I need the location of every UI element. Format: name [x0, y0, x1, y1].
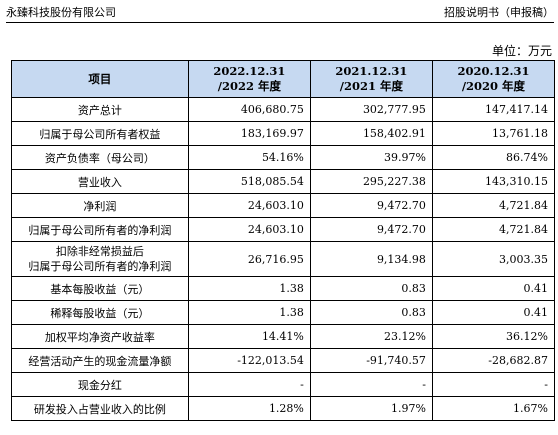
column-header-date: 2021.12.31: [335, 64, 408, 78]
value-cell: 1.28%: [187, 396, 311, 421]
row-label: 基本每股收益（元）: [50, 282, 150, 296]
value-cell: 39.97%: [309, 145, 433, 170]
value-cell: 4,721.84: [431, 217, 556, 242]
company-name: 永臻科技股份有限公司: [6, 6, 116, 19]
table-row: 经营活动产生的现金流量净额 -122,013.54 -91,740.57 -28,68…: [11, 348, 556, 373]
value-cell: 9,472.70: [309, 217, 433, 242]
value-cell: 0.83: [309, 300, 433, 325]
value-cell: 26,716.95: [187, 241, 311, 277]
row-label: 归属于母公司所有者权益: [39, 127, 161, 141]
value-cell: 23.12%: [309, 324, 433, 349]
row-label-cell: 归属于母公司所有者的净利润: [11, 217, 189, 242]
value-cell: -: [431, 372, 556, 397]
value-cell: 24,603.10: [187, 193, 311, 218]
row-label: 营业收入: [77, 175, 122, 189]
value-cell: 24,603.10: [187, 217, 311, 242]
value-cell: 9,472.70: [309, 193, 433, 218]
value-cell: 0.83: [309, 276, 433, 301]
value-cell: 9,134.98: [309, 241, 433, 277]
table-row: 营业收入 518,085.54 295,227.38 143,310.15: [11, 169, 556, 194]
column-header-date: 2020.12.31: [457, 64, 530, 78]
value-cell: 143,310.15: [431, 169, 556, 194]
value-cell: 54.16%: [187, 145, 311, 170]
value-cell: 147,417.14: [431, 97, 556, 122]
row-label-cell: 营业收入: [11, 169, 189, 194]
row-label-cell: 净利润: [11, 193, 189, 218]
row-label: 资产总计: [77, 103, 122, 117]
table-row: 扣除非经常损益后 归属于母公司所有者的净利润 26,716.95 9,134.98 3,…: [11, 241, 556, 277]
column-header-year: /2020 年度: [461, 79, 526, 93]
document-title: 招股说明书（申报稿）: [444, 6, 554, 19]
column-header-text: 项目: [88, 71, 112, 86]
row-label: 扣除非经常损益后: [55, 245, 144, 258]
table-row: 归属于母公司所有者的净利润 24,603.10 9,472.70 4,721.84: [11, 217, 556, 242]
value-cell: -: [309, 372, 433, 397]
table-row: 资产总计 406,680.75 302,777.95 147,417.14: [11, 97, 556, 122]
value-cell: 406,680.75: [187, 97, 311, 122]
row-label-cell: 稀释每股收益（元）: [11, 300, 189, 325]
row-label: 净利润: [83, 199, 117, 213]
value-cell: 1.67%: [431, 396, 556, 421]
table-row: 基本每股收益（元） 1.38 0.83 0.41: [11, 276, 556, 301]
value-cell: -91,740.57: [309, 348, 433, 373]
page-header: 永臻科技股份有限公司 招股说明书（申报稿）: [6, 0, 554, 23]
row-label: 资产负债率（母公司）: [44, 151, 155, 165]
value-cell: 0.41: [431, 276, 556, 301]
row-label-cell: 研发投入占营业收入的比例: [11, 396, 189, 421]
value-cell: 302,777.95: [309, 97, 433, 122]
value-cell: 13,761.18: [431, 121, 556, 146]
row-label: 现金分红: [77, 378, 122, 392]
column-header-year: /2022 年度: [217, 79, 281, 93]
column-header-2020: 2020.12.31 /2020 年度: [431, 60, 556, 98]
row-label-cell: 资产负债率（母公司）: [11, 145, 189, 170]
value-cell: -28,682.87: [431, 348, 556, 373]
value-cell: 86.74%: [431, 145, 556, 170]
value-cell: -: [187, 372, 311, 397]
row-label-cell: 扣除非经常损益后归属于母公司所有者的净利润: [11, 241, 189, 277]
row-label: 经营活动产生的现金流量净额: [28, 354, 172, 368]
value-cell: 1.38: [187, 276, 311, 301]
unit-label: 单位：万元: [491, 44, 552, 58]
row-label: 归属于母公司所有者的净利润: [28, 223, 172, 237]
row-label-cell: 经营活动产生的现金流量净额: [11, 348, 189, 373]
column-header-item: 项目: [11, 60, 189, 98]
table-row: 净利润 24,603.10 9,472.70 4,721.84: [11, 193, 556, 218]
value-cell: 0.41: [431, 300, 556, 325]
column-header-2022: 2022.12.31 /2022 年度: [187, 60, 311, 98]
column-header-year: /2021 年度: [339, 79, 404, 93]
row-label-cell: 资产总计: [11, 97, 189, 122]
table-row: 现金分红 - - -: [11, 372, 556, 397]
table-row: 稀释每股收益（元） 1.38 0.83 0.41: [11, 300, 556, 325]
value-cell: 183,169.97: [187, 121, 311, 146]
table-row: 归属于母公司所有者权益 183,169.97 158,402.91 13,761.18: [11, 121, 556, 146]
table-row: 资产负债率（母公司） 54.16% 39.97% 86.74%: [11, 145, 556, 170]
column-header-2021: 2021.12.31 /2021 年度: [309, 60, 433, 98]
value-cell: -122,013.54: [187, 348, 311, 373]
value-cell: 4,721.84: [431, 193, 556, 218]
value-cell: 1.38: [187, 300, 311, 325]
value-cell: 518,085.54: [187, 169, 311, 194]
row-label: 稀释每股收益（元）: [50, 306, 150, 320]
value-cell: 158,402.91: [309, 121, 433, 146]
row-label-cell: 加权平均净资产收益率: [11, 324, 189, 349]
row-label-cell: 现金分红: [11, 372, 189, 397]
table-row: 加权平均净资产收益率 14.41% 23.12% 36.12%: [11, 324, 556, 349]
value-cell: 14.41%: [187, 324, 311, 349]
value-cell: 3,003.35: [431, 241, 556, 277]
table-row: 研发投入占营业收入的比例 1.28% 1.97% 1.67%: [11, 396, 556, 421]
row-label: 研发投入占营业收入的比例: [33, 402, 166, 416]
table-header-row: 项目 2022.12.31 /2022 年度 2021.12.31 /2021 …: [11, 60, 556, 98]
row-label-cell: 归属于母公司所有者权益: [11, 121, 189, 146]
row-label: 加权平均净资产收益率: [44, 330, 155, 344]
row-label-cell: 基本每股收益（元）: [11, 276, 189, 301]
value-cell: 295,227.38: [309, 169, 433, 194]
row-label-line2: 归属于母公司所有者的净利润: [28, 260, 172, 273]
value-cell: 36.12%: [431, 324, 556, 349]
column-header-date: 2022.12.31: [213, 64, 286, 78]
financial-summary-table: 项目 2022.12.31 /2022 年度 2021.12.31 /2021 …: [11, 60, 556, 421]
value-cell: 1.97%: [309, 396, 433, 421]
